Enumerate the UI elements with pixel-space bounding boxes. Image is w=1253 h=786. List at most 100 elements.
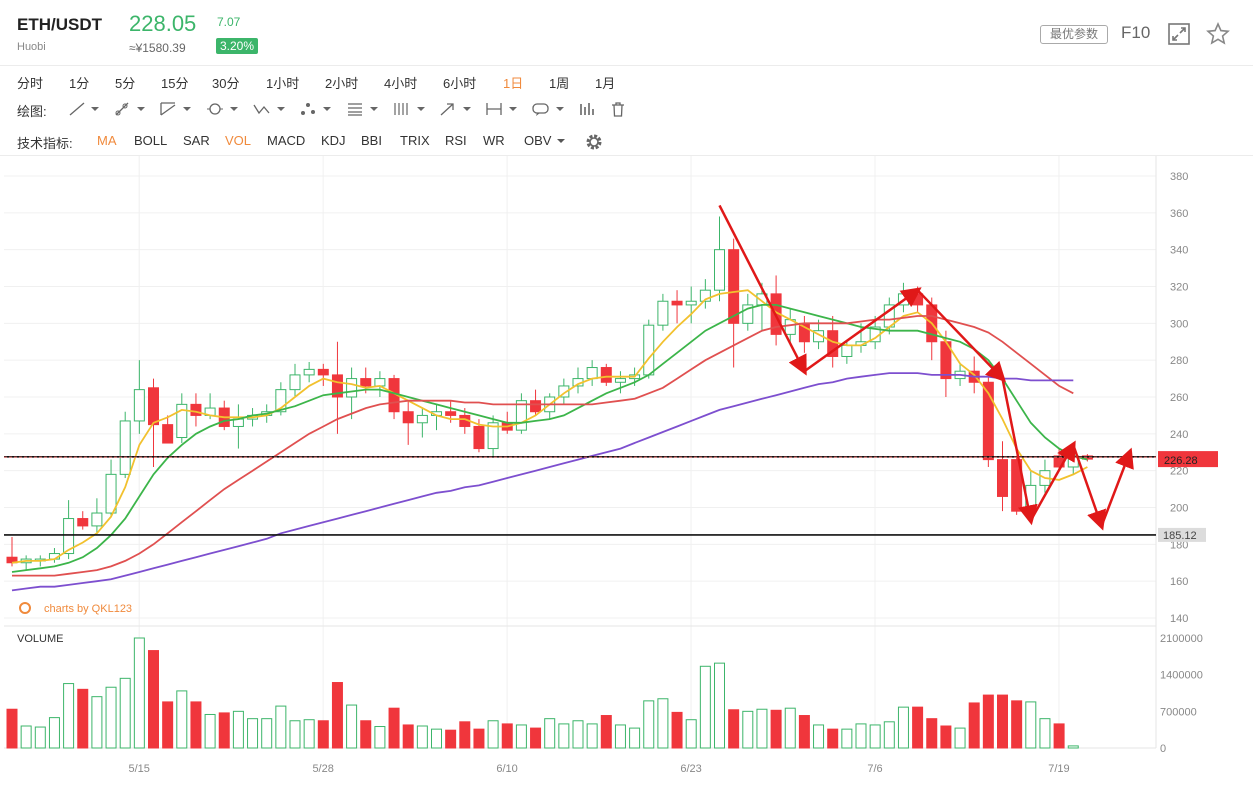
candle[interactable] [699, 289, 711, 302]
f10-button[interactable]: F10 [1121, 23, 1151, 42]
line-tool-icon[interactable] [66, 101, 102, 117]
volume-bar[interactable] [530, 727, 542, 749]
candle[interactable] [671, 300, 683, 306]
candle[interactable] [162, 424, 174, 444]
candle[interactable] [530, 400, 542, 413]
volume-bar[interactable] [346, 704, 358, 749]
volume-bar[interactable] [34, 726, 46, 749]
volume-bar[interactable] [714, 662, 725, 749]
interval-10[interactable]: 1日 [503, 76, 524, 91]
volume-bar[interactable] [671, 711, 683, 749]
candle[interactable] [982, 381, 994, 461]
interval-1[interactable]: 分时 [17, 76, 44, 91]
volume-bar[interactable] [275, 705, 287, 749]
volume-bar[interactable] [926, 718, 938, 749]
volume-bar[interactable] [912, 706, 924, 749]
candle[interactable] [133, 389, 145, 422]
indicator-boll[interactable]: BOLL [134, 133, 168, 148]
volume-bar[interactable] [572, 720, 584, 749]
volume-bar[interactable] [416, 725, 428, 749]
parallel-tool-icon[interactable] [392, 101, 428, 117]
volume-bar[interactable] [827, 728, 839, 749]
volume-bar[interactable] [431, 728, 442, 749]
volume-bar[interactable] [614, 724, 626, 749]
volume-bar[interactable] [869, 724, 881, 749]
volume-bar[interactable] [1039, 718, 1051, 749]
candle[interactable] [1011, 459, 1023, 512]
volume-bar[interactable] [360, 720, 372, 749]
volume-bar[interactable] [813, 724, 825, 749]
volume-bar[interactable] [91, 696, 103, 749]
volume-bar[interactable] [699, 665, 711, 749]
range-tool-icon[interactable] [484, 101, 520, 117]
volume-bar[interactable] [728, 709, 740, 749]
candle[interactable] [600, 367, 612, 383]
interval-3[interactable]: 5分 [115, 76, 136, 91]
candle[interactable] [657, 300, 669, 326]
volume-bar[interactable] [289, 720, 301, 749]
candle[interactable] [515, 400, 527, 431]
star-icon[interactable] [1206, 22, 1230, 46]
volume-bar[interactable] [954, 727, 966, 749]
volume-bar[interactable] [459, 721, 471, 749]
candle[interactable] [714, 249, 725, 291]
volume-bar[interactable] [20, 725, 32, 749]
candle[interactable] [586, 367, 598, 380]
volume-bar[interactable] [968, 702, 980, 749]
volume-bar[interactable] [982, 694, 994, 749]
candle[interactable] [614, 378, 626, 383]
candle[interactable] [105, 473, 117, 514]
interval-2[interactable]: 1分 [69, 76, 90, 91]
candle[interactable] [643, 324, 655, 376]
channel-tool-icon[interactable] [158, 101, 194, 117]
indicator-vol[interactable]: VOL [225, 133, 252, 148]
indicator-rsi[interactable]: RSI [445, 133, 467, 148]
candle[interactable] [685, 300, 697, 306]
bars-tool-icon[interactable] [578, 101, 596, 117]
candle[interactable] [331, 374, 343, 398]
volume-bar[interactable] [232, 710, 244, 749]
volume-bar[interactable] [176, 690, 188, 749]
volume-bar[interactable] [629, 727, 641, 749]
volume-bar[interactable] [756, 708, 768, 749]
candle[interactable] [303, 368, 315, 376]
candle[interactable] [416, 414, 428, 424]
candle[interactable] [473, 425, 485, 450]
candlestick-chart[interactable]: 140 160 180 200 220 240 260 280 300 320 340 360 380 5… [0, 156, 1253, 786]
candle[interactable] [176, 403, 188, 439]
trash-icon[interactable] [610, 101, 626, 117]
pattern-tool-icon[interactable] [298, 101, 334, 117]
volume-bar[interactable] [657, 698, 669, 749]
volume-bar[interactable] [1011, 700, 1023, 749]
volume-bar[interactable] [940, 725, 952, 749]
volume-bar[interactable] [742, 710, 754, 749]
candle[interactable] [346, 378, 358, 398]
candle[interactable] [728, 249, 740, 324]
volume-bar[interactable] [487, 720, 499, 749]
candle[interactable] [317, 368, 329, 376]
chart-area[interactable]: 140 160 180 200 220 240 260 280 300 320 340 360 380 5… [0, 156, 1253, 786]
note-tool-icon[interactable] [531, 101, 567, 117]
candle[interactable] [487, 422, 499, 450]
volume-bar[interactable] [784, 707, 796, 749]
volume-bar[interactable] [133, 637, 145, 749]
volume-bar[interactable] [402, 724, 414, 749]
volume-bar[interactable] [501, 723, 513, 749]
optimal-params-button[interactable]: 最优参数 [1040, 25, 1108, 44]
candle[interactable] [275, 389, 287, 413]
indicator-kdj[interactable]: KDJ [321, 133, 346, 148]
volume-bar[interactable] [1025, 701, 1037, 749]
interval-12[interactable]: 1月 [595, 76, 616, 91]
candle[interactable] [119, 420, 131, 475]
volume-bar[interactable] [798, 715, 810, 749]
candle[interactable] [190, 403, 202, 416]
volume-bar[interactable] [303, 719, 315, 749]
volume-bar[interactable] [586, 723, 598, 749]
candle[interactable] [558, 385, 570, 398]
interval-7[interactable]: 2小时 [325, 76, 359, 91]
volume-bar[interactable] [261, 718, 273, 749]
volume-bar[interactable] [897, 706, 909, 749]
fullscreen-icon[interactable] [1167, 22, 1191, 46]
interval-6[interactable]: 1小时 [266, 76, 300, 91]
volume-bar[interactable] [204, 713, 216, 749]
